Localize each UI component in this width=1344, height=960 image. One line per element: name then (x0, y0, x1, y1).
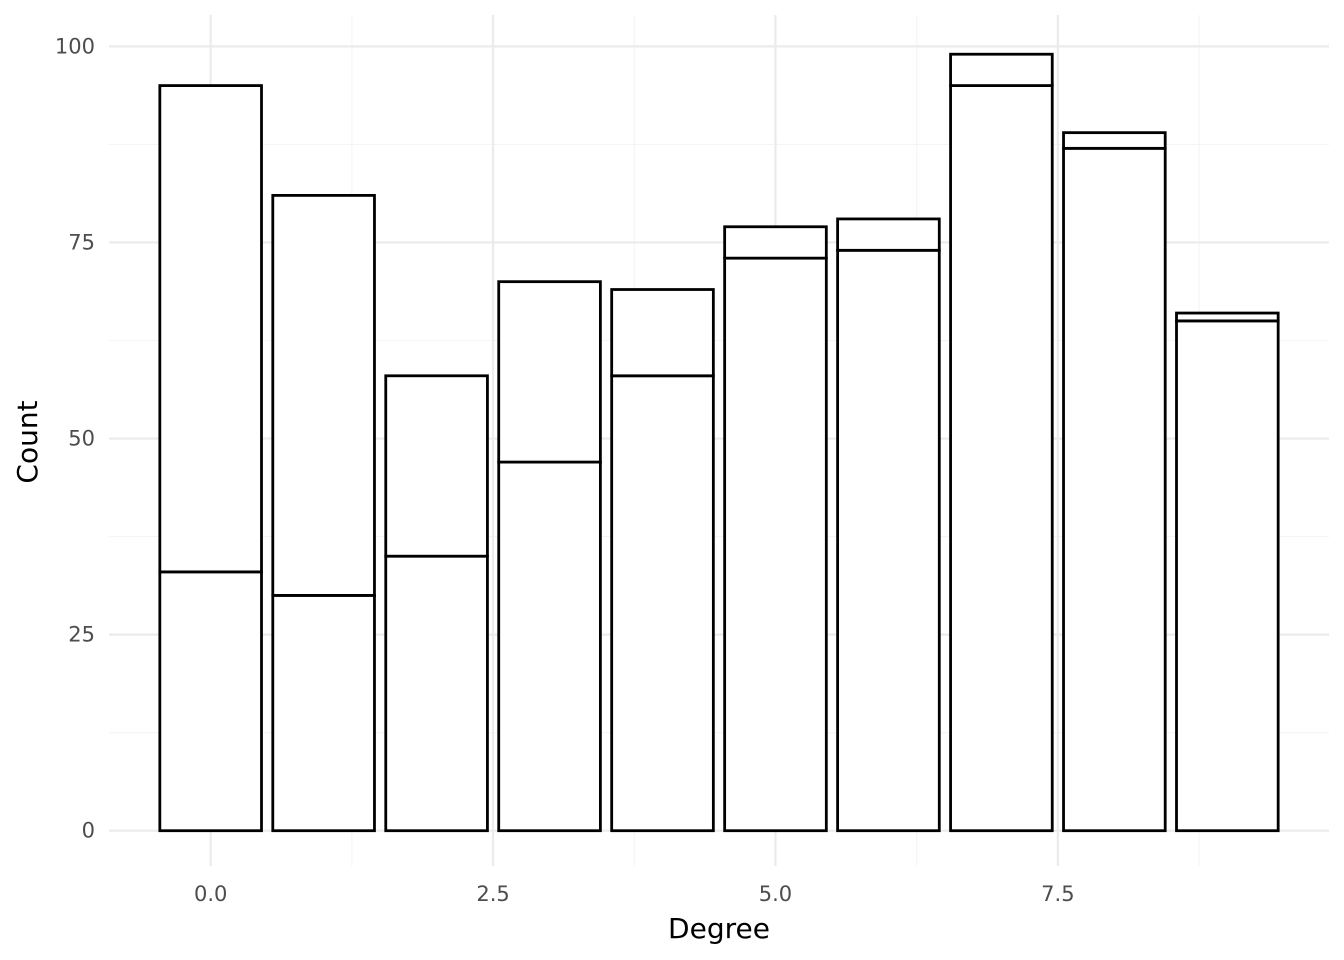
bar-segment-6-0 (836, 248, 941, 833)
bar-segment-7-0 (949, 84, 1054, 833)
y-axis-title: Count (11, 400, 44, 483)
x-tick-label: 0.0 (194, 882, 227, 906)
bar-segment-6-1 (836, 217, 941, 252)
bar-segment-2-1 (384, 374, 489, 558)
y-tick-label: 50 (68, 427, 95, 451)
x-tick-label: 5.0 (759, 882, 792, 906)
bar-segment-4-0 (610, 374, 715, 833)
bar-segment-7-1 (949, 52, 1054, 87)
bar-segment-0-0 (158, 570, 263, 833)
y-tick-labels: 0 25 50 75 100 (55, 34, 95, 842)
y-tick-label: 25 (68, 623, 95, 647)
y-tick-label: 100 (55, 34, 95, 58)
y-tick-label: 75 (68, 230, 95, 254)
bar-segment-8-0 (1062, 146, 1167, 833)
bar-segment-0-1 (158, 84, 263, 574)
bar-segment-3-1 (497, 280, 602, 464)
bar-segment-3-0 (497, 460, 602, 833)
bar-segment-4-1 (610, 288, 715, 378)
bars (158, 52, 1280, 833)
x-axis-title: Degree (668, 912, 770, 945)
bar-segment-9-0 (1175, 319, 1280, 833)
x-tick-label: 2.5 (476, 882, 509, 906)
bar-segment-9-1 (1175, 311, 1280, 323)
bar-segment-5-1 (723, 225, 828, 260)
bar-segment-5-0 (723, 256, 828, 833)
bar-segment-1-1 (271, 193, 376, 597)
y-tick-label: 0 (82, 819, 95, 843)
bar-segment-8-1 (1062, 131, 1167, 150)
x-tick-label: 7.5 (1041, 882, 1074, 906)
bar-segment-1-0 (271, 594, 376, 833)
bar-segment-2-0 (384, 554, 489, 833)
x-tick-labels: 0.0 2.5 5.0 7.5 (194, 882, 1075, 906)
